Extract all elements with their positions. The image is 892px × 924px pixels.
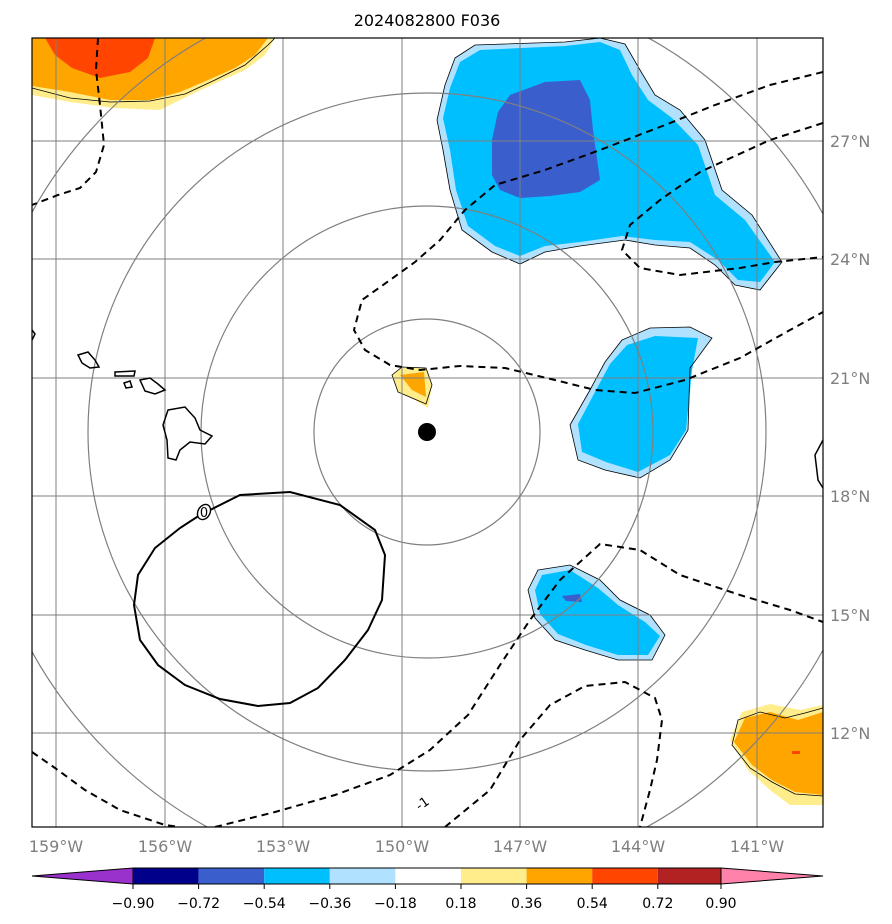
y-tick-label: 27°N (830, 132, 870, 151)
island-oahu (76, 351, 101, 369)
colorbar-segment (133, 868, 199, 884)
map-frame (31, 37, 824, 828)
negative-anomaly-south (527, 564, 666, 661)
colorbar-tick-label: 0.18 (445, 896, 476, 912)
island-lanai (123, 380, 133, 389)
colorbar-tick-label: 0.36 (511, 896, 542, 912)
colorbar-tick-label: −0.90 (112, 896, 155, 912)
colorbar-segment (198, 868, 265, 884)
colorbar-tick-label: 0.72 (642, 896, 673, 912)
colorbar: −0.90 −0.72 −0.54 −0.36 −0.18 0.18 0.36 … (31, 867, 824, 912)
map-title: 2024082800 F036 (354, 11, 501, 30)
y-tick-label: 18°N (830, 487, 870, 506)
coastlines (32, 329, 823, 489)
colorbar-segment (461, 868, 527, 884)
island-kauai (32, 329, 36, 341)
colorbar-tick-label: 0.54 (577, 896, 608, 912)
colorbar-segment (329, 868, 396, 884)
colorbar-segment (264, 868, 330, 884)
y-tick-label: 15°N (830, 606, 870, 625)
colorbar-tick-label: 0.90 (705, 896, 736, 912)
island-molokai (114, 370, 136, 377)
x-tick-label: 159°W (29, 837, 84, 856)
x-tick-label: 144°W (611, 837, 666, 856)
x-axis: 159°W 156°W 153°W 150°W 147°W 144°W 141°… (29, 837, 785, 856)
colorbar-tick-label: −0.18 (374, 896, 417, 912)
x-tick-label: 153°W (256, 837, 311, 856)
contour-zero (132, 490, 387, 708)
contour-minus-one-label-group: -1 (412, 794, 432, 814)
island-big-island (162, 406, 214, 461)
colorbar-extend-left (31, 867, 134, 885)
contour-zero-label-group: 0 (196, 503, 212, 521)
colorbar-segment (395, 868, 461, 884)
colorbar-segment (526, 868, 593, 884)
coast-east-edge (814, 439, 823, 489)
contour-zero-label: 0 (200, 506, 208, 521)
x-tick-label: 147°W (493, 837, 548, 856)
colorbar-extend-right (720, 867, 824, 885)
y-axis: 27°N 24°N 21°N 18°N 15°N 12°N (830, 132, 870, 743)
colorbar-tick-label: −0.36 (308, 896, 351, 912)
colorbar-tick-label: −0.72 (177, 896, 220, 912)
x-tick-label: 141°W (730, 837, 785, 856)
colorbar-tick-label: −0.54 (243, 896, 286, 912)
positive-anomaly-northwest (32, 38, 276, 110)
contour-minus-one (32, 38, 823, 827)
colorbar-segment (592, 868, 658, 884)
x-tick-label: 156°W (138, 837, 193, 856)
y-tick-label: 12°N (830, 724, 870, 743)
colorbar-segment (657, 868, 724, 884)
range-rings (32, 38, 823, 827)
y-tick-label: 24°N (830, 250, 870, 269)
island-maui (138, 377, 167, 395)
y-tick-label: 21°N (830, 369, 870, 388)
x-tick-label: 150°W (375, 837, 430, 856)
map-area: 0 -1 (32, 38, 823, 827)
center-marker (418, 423, 436, 441)
